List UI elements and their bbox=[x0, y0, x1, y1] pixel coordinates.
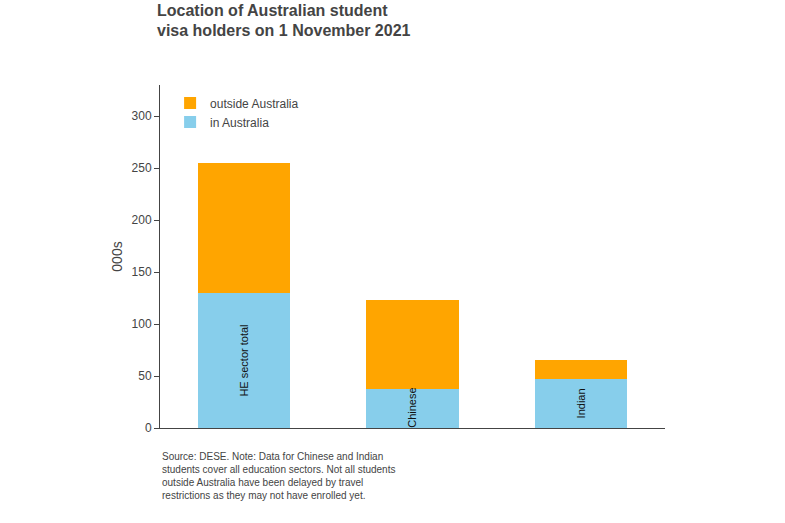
svg-text:Source: DESE. Note: Data for C: Source: DESE. Note: Data for Chinese and… bbox=[162, 451, 395, 501]
svg-text:300: 300 bbox=[132, 109, 152, 123]
svg-text:100: 100 bbox=[132, 317, 152, 331]
svg-text:Location of Australian student: Location of Australian studentvisa holde… bbox=[157, 2, 411, 40]
svg-text:in Australia: in Australia bbox=[210, 116, 269, 130]
svg-text:Indian: Indian bbox=[575, 388, 587, 418]
svg-text:0: 0 bbox=[145, 421, 152, 435]
svg-text:200: 200 bbox=[132, 213, 152, 227]
svg-text:Chinese: Chinese bbox=[406, 387, 418, 427]
svg-text:000s: 000s bbox=[109, 241, 125, 271]
svg-text:150: 150 bbox=[132, 265, 152, 279]
svg-text:50: 50 bbox=[138, 369, 152, 383]
svg-text:250: 250 bbox=[132, 161, 152, 175]
svg-text:outside Australia: outside Australia bbox=[210, 97, 298, 111]
svg-text:HE sector total: HE sector total bbox=[238, 324, 250, 396]
